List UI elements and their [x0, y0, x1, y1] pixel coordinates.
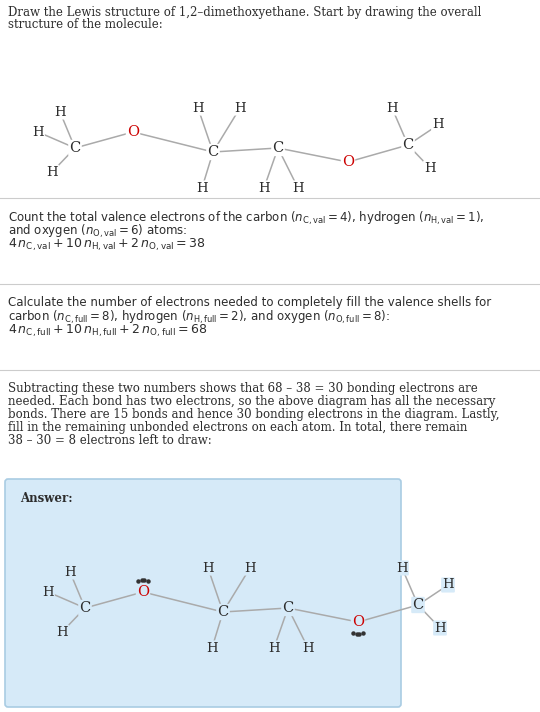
Text: C: C [79, 601, 91, 615]
Text: H: H [434, 622, 446, 634]
Text: structure of the molecule:: structure of the molecule: [8, 18, 163, 31]
Text: O: O [137, 585, 149, 599]
Text: O: O [342, 155, 354, 169]
Text: and oxygen ($n_\mathrm{O,val} = 6$) atoms:: and oxygen ($n_\mathrm{O,val} = 6$) atom… [8, 223, 187, 240]
Text: 38 – 30 = 8 electrons left to draw:: 38 – 30 = 8 electrons left to draw: [8, 434, 212, 447]
Text: C: C [402, 138, 414, 152]
Text: $4\,n_\mathrm{C,full} + 10\,n_\mathrm{H,full} + 2\,n_\mathrm{O,full} = 68$: $4\,n_\mathrm{C,full} + 10\,n_\mathrm{H,… [8, 323, 207, 340]
Text: bonds. There are 15 bonds and hence 30 bonding electrons in the diagram. Lastly,: bonds. There are 15 bonds and hence 30 b… [8, 408, 500, 421]
Text: H: H [206, 642, 218, 654]
Text: C: C [207, 145, 219, 159]
Text: H: H [196, 182, 208, 194]
Text: Calculate the number of electrons needed to completely fill the valence shells f: Calculate the number of electrons needed… [8, 296, 491, 309]
Text: H: H [64, 565, 76, 578]
Text: C: C [272, 141, 284, 155]
Text: H: H [192, 102, 204, 115]
Text: H: H [424, 162, 436, 174]
Text: C: C [218, 605, 228, 619]
Text: H: H [396, 562, 408, 575]
Text: H: H [244, 562, 256, 575]
Text: H: H [202, 562, 214, 575]
Text: O: O [127, 125, 139, 139]
Text: H: H [56, 626, 68, 639]
Text: Subtracting these two numbers shows that 68 – 38 = 30 bonding electrons are: Subtracting these two numbers shows that… [8, 382, 478, 395]
Text: Answer:: Answer: [20, 492, 72, 505]
Text: Draw the Lewis structure of 1,2–dimethoxyethane. Start by drawing the overall: Draw the Lewis structure of 1,2–dimethox… [8, 6, 481, 19]
Text: C: C [282, 601, 294, 615]
Text: H: H [442, 578, 454, 592]
Text: H: H [386, 102, 398, 115]
Text: H: H [42, 585, 54, 599]
Text: C: C [413, 598, 423, 612]
Text: H: H [258, 182, 270, 194]
Text: C: C [69, 141, 80, 155]
Text: H: H [268, 642, 280, 654]
Text: H: H [432, 118, 444, 132]
Text: O: O [352, 615, 364, 629]
Text: $4\,n_\mathrm{C,val} + 10\,n_\mathrm{H,val} + 2\,n_\mathrm{O,val} = 38$: $4\,n_\mathrm{C,val} + 10\,n_\mathrm{H,v… [8, 237, 206, 253]
Text: H: H [54, 105, 66, 118]
Text: needed. Each bond has two electrons, so the above diagram has all the necessary: needed. Each bond has two electrons, so … [8, 395, 495, 408]
Text: H: H [32, 125, 44, 139]
Text: H: H [302, 642, 314, 654]
Text: carbon ($n_\mathrm{C,full} = 8$), hydrogen ($n_\mathrm{H,full} = 2$), and oxygen: carbon ($n_\mathrm{C,full} = 8$), hydrog… [8, 309, 390, 326]
Text: H: H [46, 165, 58, 179]
Text: fill in the remaining unbonded electrons on each atom. In total, there remain: fill in the remaining unbonded electrons… [8, 421, 468, 434]
Text: Count the total valence electrons of the carbon ($n_\mathrm{C,val} = 4$), hydrog: Count the total valence electrons of the… [8, 210, 484, 227]
Text: H: H [292, 182, 304, 194]
FancyBboxPatch shape [5, 479, 401, 707]
Text: H: H [234, 102, 246, 115]
